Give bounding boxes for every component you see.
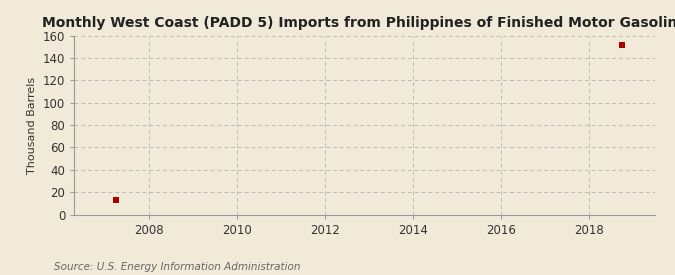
Title: Monthly West Coast (PADD 5) Imports from Philippines of Finished Motor Gasoline: Monthly West Coast (PADD 5) Imports from… [42,16,675,31]
Text: Source: U.S. Energy Information Administration: Source: U.S. Energy Information Administ… [54,262,300,272]
Y-axis label: Thousand Barrels: Thousand Barrels [27,76,37,174]
